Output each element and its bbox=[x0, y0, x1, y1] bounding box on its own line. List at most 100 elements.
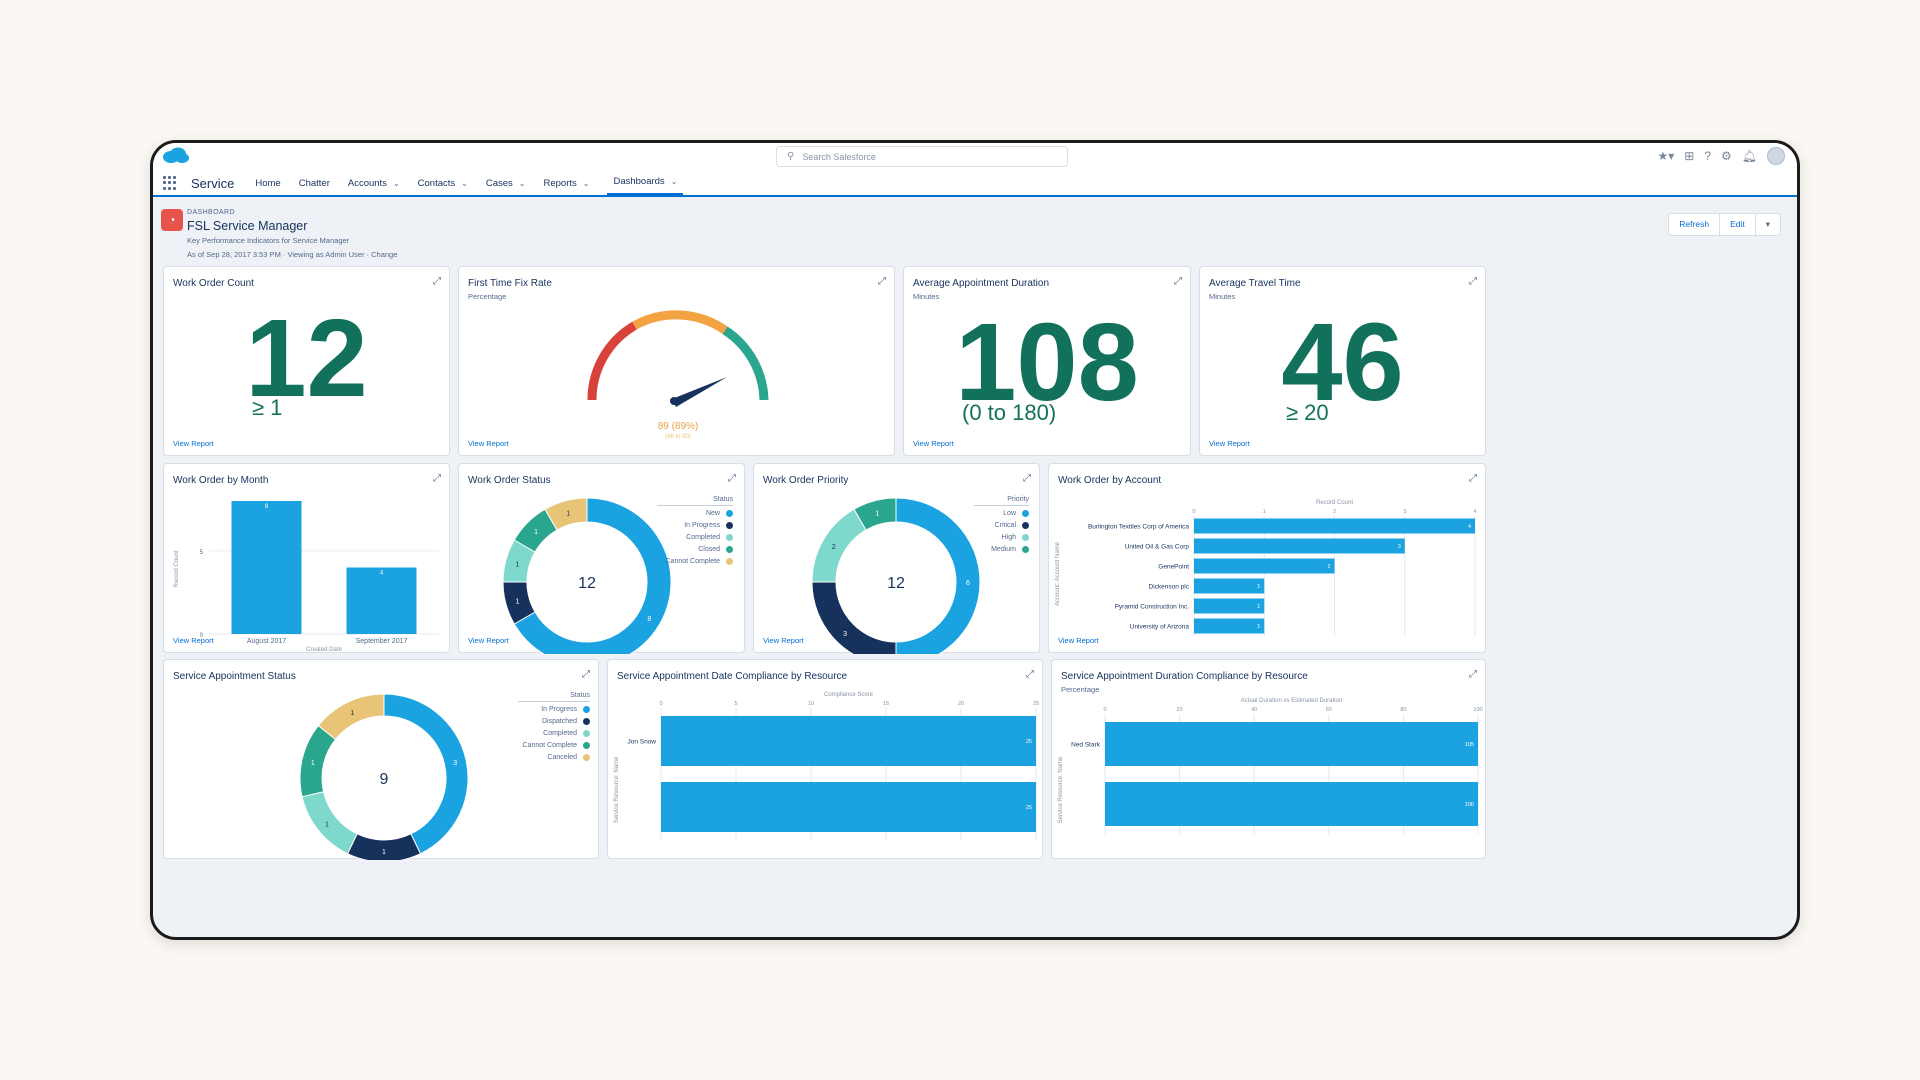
view-report-link[interactable]: View Report bbox=[468, 439, 509, 448]
chevron-down-icon[interactable]: ⌄ bbox=[518, 178, 526, 188]
chevron-down-icon[interactable]: ⌄ bbox=[670, 177, 678, 186]
gauge-value-label: 89 (89%) bbox=[658, 421, 699, 432]
expand-icon[interactable]: ⤢ bbox=[1023, 473, 1031, 484]
expand-icon[interactable]: ⤢ bbox=[878, 276, 886, 287]
y-tick-label: Pyramid Construction Inc. bbox=[1115, 604, 1190, 611]
card-work-order-priority: Work Order Priority ⤢ 6 3 2 1 12 Priority Low… bbox=[753, 463, 1040, 654]
legend-item-completed[interactable]: Completed bbox=[657, 534, 733, 541]
app-launcher-icon[interactable] bbox=[163, 176, 177, 190]
legend-item-low[interactable]: Low bbox=[974, 510, 1029, 517]
chevron-down-icon[interactable]: ⌄ bbox=[582, 178, 590, 188]
nav-item-reports[interactable]: Reports ⌄ bbox=[543, 177, 590, 189]
x-axis-label: Actual Duration vs Estimated Duration bbox=[1241, 698, 1342, 704]
expand-icon[interactable]: ⤢ bbox=[1469, 473, 1477, 484]
legend-item-new[interactable]: New bbox=[657, 510, 733, 517]
page-subtitle: Key Performance Indicators for Service M… bbox=[187, 236, 350, 245]
notifications-bell-icon[interactable]: 🔔︎ bbox=[1741, 149, 1757, 163]
expand-icon[interactable]: ⤢ bbox=[433, 276, 441, 287]
legend-item-cannot-complete[interactable]: Cannot Complete bbox=[657, 558, 733, 565]
bar-dickenson-plc bbox=[1194, 578, 1265, 594]
legend-swatch bbox=[583, 730, 590, 737]
more-actions-chevron-icon[interactable]: ▾ bbox=[1765, 219, 1770, 229]
x-tick-label: 4 bbox=[1473, 509, 1476, 515]
expand-icon[interactable]: ⤢ bbox=[728, 473, 736, 484]
global-add-icon[interactable]: ⊞ bbox=[1684, 149, 1695, 163]
view-report-link[interactable]: View Report bbox=[468, 636, 509, 645]
app-nav-bar: Service Home Chatter Accounts ⌄ Contacts ⌄… bbox=[153, 171, 1797, 197]
legend-item-closed[interactable]: Closed bbox=[657, 546, 733, 553]
y-tick-label: University of Arizona bbox=[1130, 624, 1190, 631]
refresh-button[interactable]: Refresh bbox=[1669, 214, 1721, 235]
legend-item-cannot-complete[interactable]: Cannot Complete bbox=[518, 742, 590, 749]
legend-item-canceled[interactable]: Canceled bbox=[518, 754, 590, 761]
legend-item-critical[interactable]: Critical bbox=[974, 522, 1029, 529]
view-report-link[interactable]: View Report bbox=[763, 636, 804, 645]
y-tick-label: GenePoint bbox=[1158, 564, 1189, 571]
nav-item-home[interactable]: Home bbox=[255, 177, 281, 189]
card-sa-duration-compliance: Service Appointment Duration Compliance … bbox=[1051, 659, 1486, 859]
expand-icon[interactable]: ⤢ bbox=[1174, 276, 1182, 287]
legend-item-medium[interactable]: Medium bbox=[974, 546, 1029, 553]
y-axis-label: Service Resource: Name bbox=[614, 756, 620, 823]
nav-item-accounts[interactable]: Accounts ⌄ bbox=[347, 177, 400, 189]
y-tick-label: Dickenson plc bbox=[1149, 584, 1190, 591]
card-title: Service Appointment Duration Compliance … bbox=[1061, 671, 1308, 682]
bar-ned-stark bbox=[1105, 722, 1478, 766]
legend-item-completed[interactable]: Completed bbox=[518, 730, 590, 737]
legend-item-high[interactable]: High bbox=[974, 534, 1029, 541]
expand-icon[interactable]: ⤢ bbox=[1469, 276, 1477, 287]
expand-icon[interactable]: ⤢ bbox=[1026, 669, 1034, 680]
legend-label: Low bbox=[1003, 510, 1016, 517]
view-report-link[interactable]: View Report bbox=[173, 439, 214, 448]
nav-item-cases[interactable]: Cases ⌄ bbox=[485, 177, 526, 189]
nav-item-dashboards[interactable]: Dashboards ⌄ bbox=[607, 170, 684, 196]
legend-item-dispatched[interactable]: Dispatched bbox=[518, 718, 590, 725]
slice-high bbox=[811, 508, 867, 583]
edit-button[interactable]: Edit bbox=[1720, 214, 1756, 235]
legend-item-in-progress[interactable]: In Progress bbox=[657, 522, 733, 529]
gauge-target-label: (96 to 90) bbox=[665, 434, 691, 440]
expand-icon[interactable]: ⤢ bbox=[582, 669, 590, 680]
card-work-order-by-month: Work Order by Month ⤢ 0 5 8 August 2017 4 Sep… bbox=[163, 463, 450, 653]
bar-august-2017 bbox=[231, 501, 302, 634]
view-report-link[interactable]: View Report bbox=[1058, 636, 1099, 645]
view-report-link[interactable]: View Report bbox=[913, 439, 954, 448]
help-icon[interactable]: ? bbox=[1704, 149, 1711, 163]
legend-label: Cannot Complete bbox=[522, 742, 577, 749]
card-title: Work Order Priority bbox=[763, 475, 849, 486]
header-button-group: Refresh Edit ▾ bbox=[1668, 213, 1781, 236]
nav-item-chatter[interactable]: Chatter bbox=[298, 177, 330, 189]
global-search-input[interactable]: ⚲ Search Salesforce bbox=[776, 146, 1068, 167]
legend-swatch bbox=[726, 534, 733, 541]
chevron-down-icon[interactable]: ⌄ bbox=[461, 178, 468, 188]
x-tick-label: 0 bbox=[1103, 707, 1106, 713]
user-avatar[interactable] bbox=[1767, 147, 1785, 165]
expand-icon[interactable]: ⤢ bbox=[1469, 669, 1477, 680]
bar-university-of-arizona bbox=[1194, 618, 1265, 634]
expand-icon[interactable]: ⤢ bbox=[433, 473, 441, 484]
legend-item-in-progress[interactable]: In Progress bbox=[518, 706, 590, 713]
gauge-needle bbox=[672, 377, 727, 407]
salesforce-cloud-icon[interactable] bbox=[161, 146, 191, 166]
app-name: Service bbox=[191, 175, 235, 191]
dashboard-header: ◔ DASHBOARD FSL Service Manager Key Perf… bbox=[153, 199, 1797, 261]
x-tick-label: 2 bbox=[1333, 509, 1336, 515]
view-report-link[interactable]: View Report bbox=[1209, 439, 1250, 448]
bar-value-label: 8 bbox=[265, 504, 269, 510]
slice-medium bbox=[853, 497, 897, 531]
slice-value-label: 1 bbox=[566, 510, 570, 517]
x-tick-label: 100 bbox=[1473, 707, 1482, 713]
card-title: Work Order by Account bbox=[1058, 475, 1162, 486]
setup-gear-icon[interactable]: ⚙ bbox=[1721, 149, 1732, 163]
card-subtitle: Minutes bbox=[1209, 292, 1236, 301]
view-report-link[interactable]: View Report bbox=[173, 636, 214, 645]
nav-item-contacts[interactable]: Contacts ⌄ bbox=[417, 177, 468, 189]
legend-swatch bbox=[726, 558, 733, 565]
card-subtitle: Percentage bbox=[468, 292, 507, 301]
chevron-down-icon[interactable]: ⌄ bbox=[392, 178, 400, 188]
y-axis-label: Account: Account Name bbox=[1055, 541, 1061, 606]
favorites-star-icon[interactable]: ★▾ bbox=[1657, 149, 1675, 163]
card-work-order-status: Work Order Status ⤢ 8 1 1 1 1 12 Status New In … bbox=[458, 463, 745, 654]
x-tick-label: 60 bbox=[1326, 707, 1332, 713]
x-tick-label: 20 bbox=[958, 701, 964, 707]
